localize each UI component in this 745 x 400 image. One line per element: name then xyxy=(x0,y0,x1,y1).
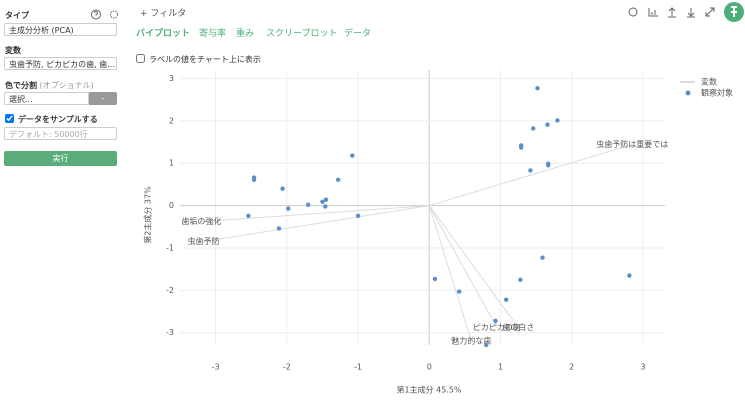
show-labels-checkbox[interactable] xyxy=(136,54,145,63)
observation-point xyxy=(535,86,540,91)
x-tick-label: 1 xyxy=(498,363,503,372)
variables-label: 変数 xyxy=(5,46,21,55)
x-tick-label: -1 xyxy=(354,363,362,372)
tab[interactable]: 重み xyxy=(236,29,255,39)
observation-point xyxy=(286,206,291,211)
sample-checkbox[interactable] xyxy=(5,114,14,123)
filter-button[interactable]: + フィルタ xyxy=(140,9,187,19)
observation-point xyxy=(493,318,498,324)
variable-vector xyxy=(203,205,430,243)
legend-label: 変数 xyxy=(701,77,717,87)
observation-point xyxy=(503,297,509,302)
observation-point xyxy=(280,186,285,191)
observation-point xyxy=(484,342,489,348)
pin-icon xyxy=(731,6,737,17)
y-tick-label: 1 xyxy=(169,159,174,168)
observation-point xyxy=(320,199,325,204)
observation-point xyxy=(350,153,355,158)
variable-vector xyxy=(428,205,519,328)
observation-point xyxy=(335,177,341,182)
tab[interactable]: バイプロット xyxy=(136,29,191,39)
y-axis-title: 第2主成分 37% xyxy=(143,186,153,244)
variable-vector xyxy=(201,205,430,223)
legend-swatch xyxy=(685,90,691,96)
variable-vector xyxy=(428,205,498,328)
variable-label: 歯の白さ xyxy=(502,322,534,332)
y-tick-label: 2 xyxy=(169,116,174,125)
sample-label: データをサンプルする xyxy=(18,115,98,124)
observation-point xyxy=(276,226,282,231)
type-select[interactable]: 主成分分析 (PCA) xyxy=(4,23,117,36)
x-tick-label: -2 xyxy=(283,363,291,372)
observation-point xyxy=(518,145,524,150)
y-tick-label: 3 xyxy=(169,74,174,83)
x-tick-label: 3 xyxy=(640,363,645,372)
x-tick-label: -3 xyxy=(212,363,220,372)
observation-point xyxy=(355,213,361,218)
x-axis-title: 第1主成分 45.5% xyxy=(396,385,461,395)
y-tick-label: -3 xyxy=(166,328,174,337)
observation-point xyxy=(545,122,550,127)
tab[interactable]: データ xyxy=(344,29,372,39)
observation-point xyxy=(518,277,523,282)
observation-point xyxy=(531,126,536,131)
y-tick-label: 0 xyxy=(169,201,174,210)
variables-input[interactable]: 虫歯予防, ピカピカの歯, 歯… xyxy=(4,57,117,70)
show-labels-label: ラベルの値をチャート上に表示 xyxy=(149,55,261,64)
observation-point xyxy=(540,255,545,260)
variable-label: ピカピカの歯 xyxy=(473,322,521,332)
observation-point xyxy=(555,118,560,123)
color-select[interactable]: 選択... xyxy=(4,92,89,105)
observation-point xyxy=(432,276,438,282)
legend-label: 観察対象 xyxy=(701,88,733,98)
observation-point xyxy=(456,289,462,294)
color-optional: (オプショナル) xyxy=(39,81,94,90)
variable-vector xyxy=(428,205,472,341)
type-label: タイプ xyxy=(5,11,29,20)
tab[interactable]: 寄与率 xyxy=(199,29,227,39)
run-button[interactable]: 実行 xyxy=(4,151,117,166)
observation-point xyxy=(627,273,632,278)
y-tick-label: -2 xyxy=(166,286,174,295)
observation-point xyxy=(305,202,311,207)
x-tick-label: 2 xyxy=(569,363,574,372)
variable-label: 歯垢の強化 xyxy=(181,216,221,226)
observation-point xyxy=(528,168,533,173)
observation-point xyxy=(323,197,329,202)
variable-label: 虫歯予防 xyxy=(188,236,220,246)
type-icons[interactable] xyxy=(91,9,121,20)
x-tick-label: 0 xyxy=(427,363,432,372)
variable-label: 虫歯予防は重要では xyxy=(596,139,668,149)
tab[interactable]: スクリープロット xyxy=(266,29,338,39)
observation-point xyxy=(546,163,551,168)
observation-point xyxy=(246,213,251,218)
sample-input[interactable]: デフォルト: 50000行 xyxy=(4,127,117,140)
observation-point xyxy=(251,177,257,182)
observation-point xyxy=(323,204,328,209)
color-button[interactable]: - xyxy=(89,92,117,105)
y-tick-label: -1 xyxy=(166,243,174,252)
variable-vector xyxy=(429,144,633,207)
variable-label: 魅力的な歯 xyxy=(451,335,491,345)
icons xyxy=(628,7,715,18)
color-label: 色で分割 xyxy=(5,81,37,90)
